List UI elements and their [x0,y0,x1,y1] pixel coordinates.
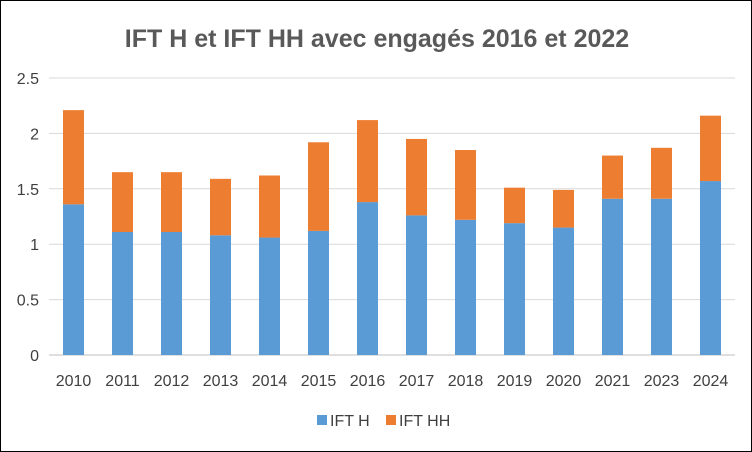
bar-ift-h-2013 [210,235,231,355]
x-tick-label: 2024 [693,373,729,390]
legend-swatch [386,415,396,425]
bar-ift-h-2015 [308,230,329,355]
bar-ift-hh-2024 [700,115,721,182]
x-axis-ticks: 2010 2011 2012 2013 2014 2015 2016 2017 2018 2019… [56,373,729,390]
bar-ift-hh-2018 [455,150,476,220]
x-tick-label: 2021 [595,373,631,390]
legend: IFT H IFT HH [317,413,450,430]
y-axis-ticks: 0 0.5 1 1.5 2 2.5 [17,71,39,365]
bar-ift-h-2017 [406,215,427,355]
bar-ift-hh-2016 [357,120,378,203]
bar-ift-h-2014 [259,237,280,355]
y-tick-label: 0.5 [17,293,39,310]
bar-ift-hh-2013 [210,178,231,236]
x-tick-label: 2020 [546,373,582,390]
chart-title: IFT H et IFT HH avec engagés 2016 et 202… [125,25,629,53]
legend-swatch [317,415,327,425]
bar-ift-hh-2011 [112,172,133,233]
x-tick-label: 2019 [497,373,533,390]
y-tick-label: 1.5 [17,182,39,199]
bar-ift-h-2021 [602,198,623,355]
y-tick-label: 2 [30,126,39,143]
bar-ift-hh-2019 [504,187,525,224]
gridlines [49,77,735,356]
bar-ift-h-2019 [504,223,525,355]
bar-ift-hh-2023 [651,147,672,199]
x-tick-label: 2011 [105,373,140,390]
bar-ift-hh-2017 [406,138,427,216]
bar-ift-h-2023 [651,198,672,355]
bar-ift-h-2012 [161,232,182,355]
legend-label: IFT HH [399,413,450,430]
bar-ift-h-2024 [700,181,721,355]
x-tick-label: 2023 [644,373,680,390]
bar-ift-h-2020 [553,227,574,355]
y-tick-label: 1 [30,237,39,254]
bar-ift-h-2018 [455,219,476,355]
x-tick-label: 2017 [399,373,435,390]
bars [63,110,721,355]
bar-ift-hh-2020 [553,189,574,228]
bar-ift-hh-2012 [161,172,182,233]
bar-ift-h-2016 [357,202,378,355]
bar-ift-h-2011 [112,232,133,355]
x-tick-label: 2018 [448,373,484,390]
x-tick-label: 2016 [350,373,386,390]
bar-ift-hh-2015 [308,142,329,231]
legend-label: IFT H [330,413,370,430]
y-tick-label: 2.5 [17,71,39,88]
bar-ift-hh-2010 [63,110,84,205]
x-tick-label: 2013 [203,373,239,390]
x-tick-label: 2010 [56,373,92,390]
x-tick-label: 2014 [252,373,288,390]
x-tick-label: 2015 [301,373,337,390]
bar-ift-hh-2014 [259,175,280,238]
bar-ift-h-2010 [63,204,84,355]
y-tick-label: 0 [30,348,39,365]
bar-ift-hh-2021 [602,155,623,199]
x-tick-label: 2012 [154,373,190,390]
